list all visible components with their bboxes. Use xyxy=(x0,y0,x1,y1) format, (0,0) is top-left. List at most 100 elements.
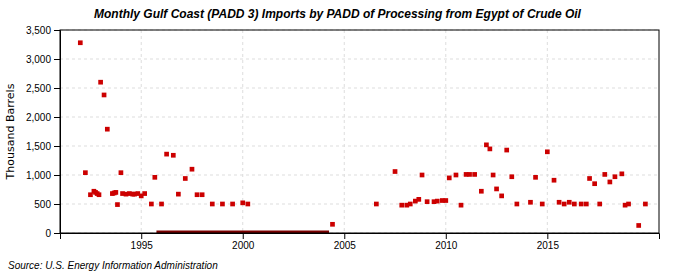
tick: 2,500 xyxy=(26,83,60,94)
point xyxy=(579,202,584,207)
point xyxy=(567,200,572,205)
tick-mark xyxy=(54,146,60,147)
y-axis-title: Thousand Barrels xyxy=(4,83,17,180)
point xyxy=(245,202,250,207)
tick-mark xyxy=(54,117,60,118)
tick: 1,000 xyxy=(26,170,60,181)
point xyxy=(557,200,562,205)
point xyxy=(608,180,613,185)
chart: 1995200020052010201505001,0001,5002,0002… xyxy=(0,0,675,275)
x-axis: 1995 2000 2005 2010 2015 xyxy=(61,233,660,251)
point xyxy=(472,172,477,177)
tick-mark xyxy=(54,175,60,176)
point xyxy=(443,198,448,203)
point xyxy=(200,192,205,197)
point xyxy=(626,202,631,207)
tick-label: 2005 xyxy=(334,240,357,251)
point xyxy=(420,173,425,178)
point xyxy=(587,176,592,181)
point xyxy=(613,174,618,179)
tick-mark xyxy=(54,233,60,234)
grid-line-y xyxy=(60,88,659,89)
tick-label: 2015 xyxy=(537,240,560,251)
tick-label: 2010 xyxy=(435,240,458,251)
tick: 2000 xyxy=(232,233,255,251)
point xyxy=(447,176,452,181)
tick-mark xyxy=(54,59,60,60)
point xyxy=(636,223,641,228)
grid-line-x xyxy=(547,30,548,233)
point xyxy=(592,181,597,186)
point xyxy=(83,170,88,175)
grid-line-y xyxy=(60,59,659,60)
point xyxy=(393,169,398,174)
point xyxy=(488,147,493,152)
point xyxy=(515,202,520,207)
point xyxy=(119,170,124,175)
point xyxy=(494,187,499,192)
axis-line xyxy=(61,234,660,240)
point xyxy=(467,172,472,177)
point xyxy=(102,93,107,98)
grid-line-y xyxy=(60,117,659,118)
point xyxy=(220,202,225,207)
tick-label: 2,000 xyxy=(26,112,51,123)
tick-mark xyxy=(54,88,60,89)
tick: 1,500 xyxy=(26,141,60,152)
grid-line-y xyxy=(60,146,659,147)
point xyxy=(454,173,459,178)
point xyxy=(142,191,147,196)
tick: 2005 xyxy=(334,233,357,251)
tick-mark xyxy=(547,233,548,239)
point xyxy=(425,199,430,204)
grid-line-x xyxy=(344,30,345,233)
point xyxy=(643,202,648,207)
point xyxy=(552,178,557,183)
point xyxy=(619,171,624,176)
tick: 3,000 xyxy=(26,54,60,65)
point xyxy=(97,192,102,197)
tick-mark xyxy=(54,204,60,205)
tick-label: 1995 xyxy=(131,240,154,251)
tick: 3,500 xyxy=(26,25,60,36)
point xyxy=(459,203,464,208)
point xyxy=(399,203,404,208)
tick-mark xyxy=(141,233,142,239)
tick: 2015 xyxy=(537,233,560,251)
tick: 0 xyxy=(45,228,60,239)
point xyxy=(499,194,504,199)
tick-label: 1,500 xyxy=(26,141,51,152)
point xyxy=(190,167,195,172)
tick-label: 2,500 xyxy=(26,83,51,94)
tick: 2010 xyxy=(435,233,458,251)
point xyxy=(176,192,181,197)
point xyxy=(152,175,157,180)
plot-frame xyxy=(60,30,659,233)
point xyxy=(572,202,577,207)
point xyxy=(171,153,176,158)
point xyxy=(509,174,514,179)
point xyxy=(545,149,550,154)
point xyxy=(105,127,110,132)
point xyxy=(230,202,235,207)
point xyxy=(597,202,602,207)
tick-mark xyxy=(344,233,345,239)
point xyxy=(164,152,169,157)
tick: 1995 xyxy=(131,233,154,251)
grid xyxy=(60,30,659,233)
tick-label: 2000 xyxy=(232,240,255,251)
point xyxy=(416,197,421,202)
point xyxy=(491,173,496,178)
point xyxy=(195,192,200,197)
point xyxy=(240,200,245,205)
point xyxy=(484,142,489,147)
marks xyxy=(78,40,648,233)
tick-mark xyxy=(446,233,447,239)
point xyxy=(584,202,589,207)
point xyxy=(113,190,118,195)
tick-label: 3,500 xyxy=(26,25,51,36)
point xyxy=(149,202,154,207)
point xyxy=(408,202,413,207)
point xyxy=(210,202,215,207)
point xyxy=(115,202,120,207)
